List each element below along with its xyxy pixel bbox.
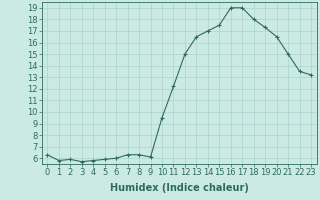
X-axis label: Humidex (Indice chaleur): Humidex (Indice chaleur) [110, 183, 249, 193]
